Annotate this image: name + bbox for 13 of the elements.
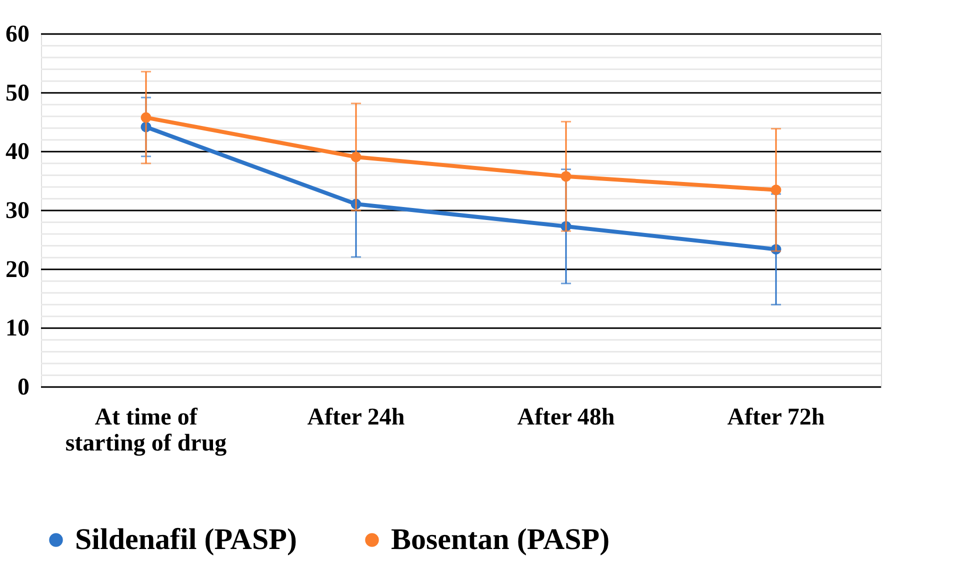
- x-tick-label: At time of starting of drug: [65, 404, 227, 456]
- x-tick-label: After 72h: [727, 404, 825, 430]
- y-tick-label: 50: [6, 80, 30, 106]
- y-tick-label: 60: [6, 22, 30, 48]
- y-tick-label: 10: [6, 316, 30, 342]
- x-tick-label: After 24h: [307, 404, 405, 430]
- legend-label: Sildenafil (PASP): [75, 523, 297, 556]
- legend-label: Bosentan (PASP): [391, 523, 610, 556]
- y-tick-label: 30: [6, 198, 30, 224]
- y-tick-label: 20: [6, 256, 30, 283]
- y-tick-label: 40: [6, 139, 30, 166]
- x-tick-label: After 48h: [517, 404, 615, 430]
- y-tick-label: 0: [18, 374, 30, 400]
